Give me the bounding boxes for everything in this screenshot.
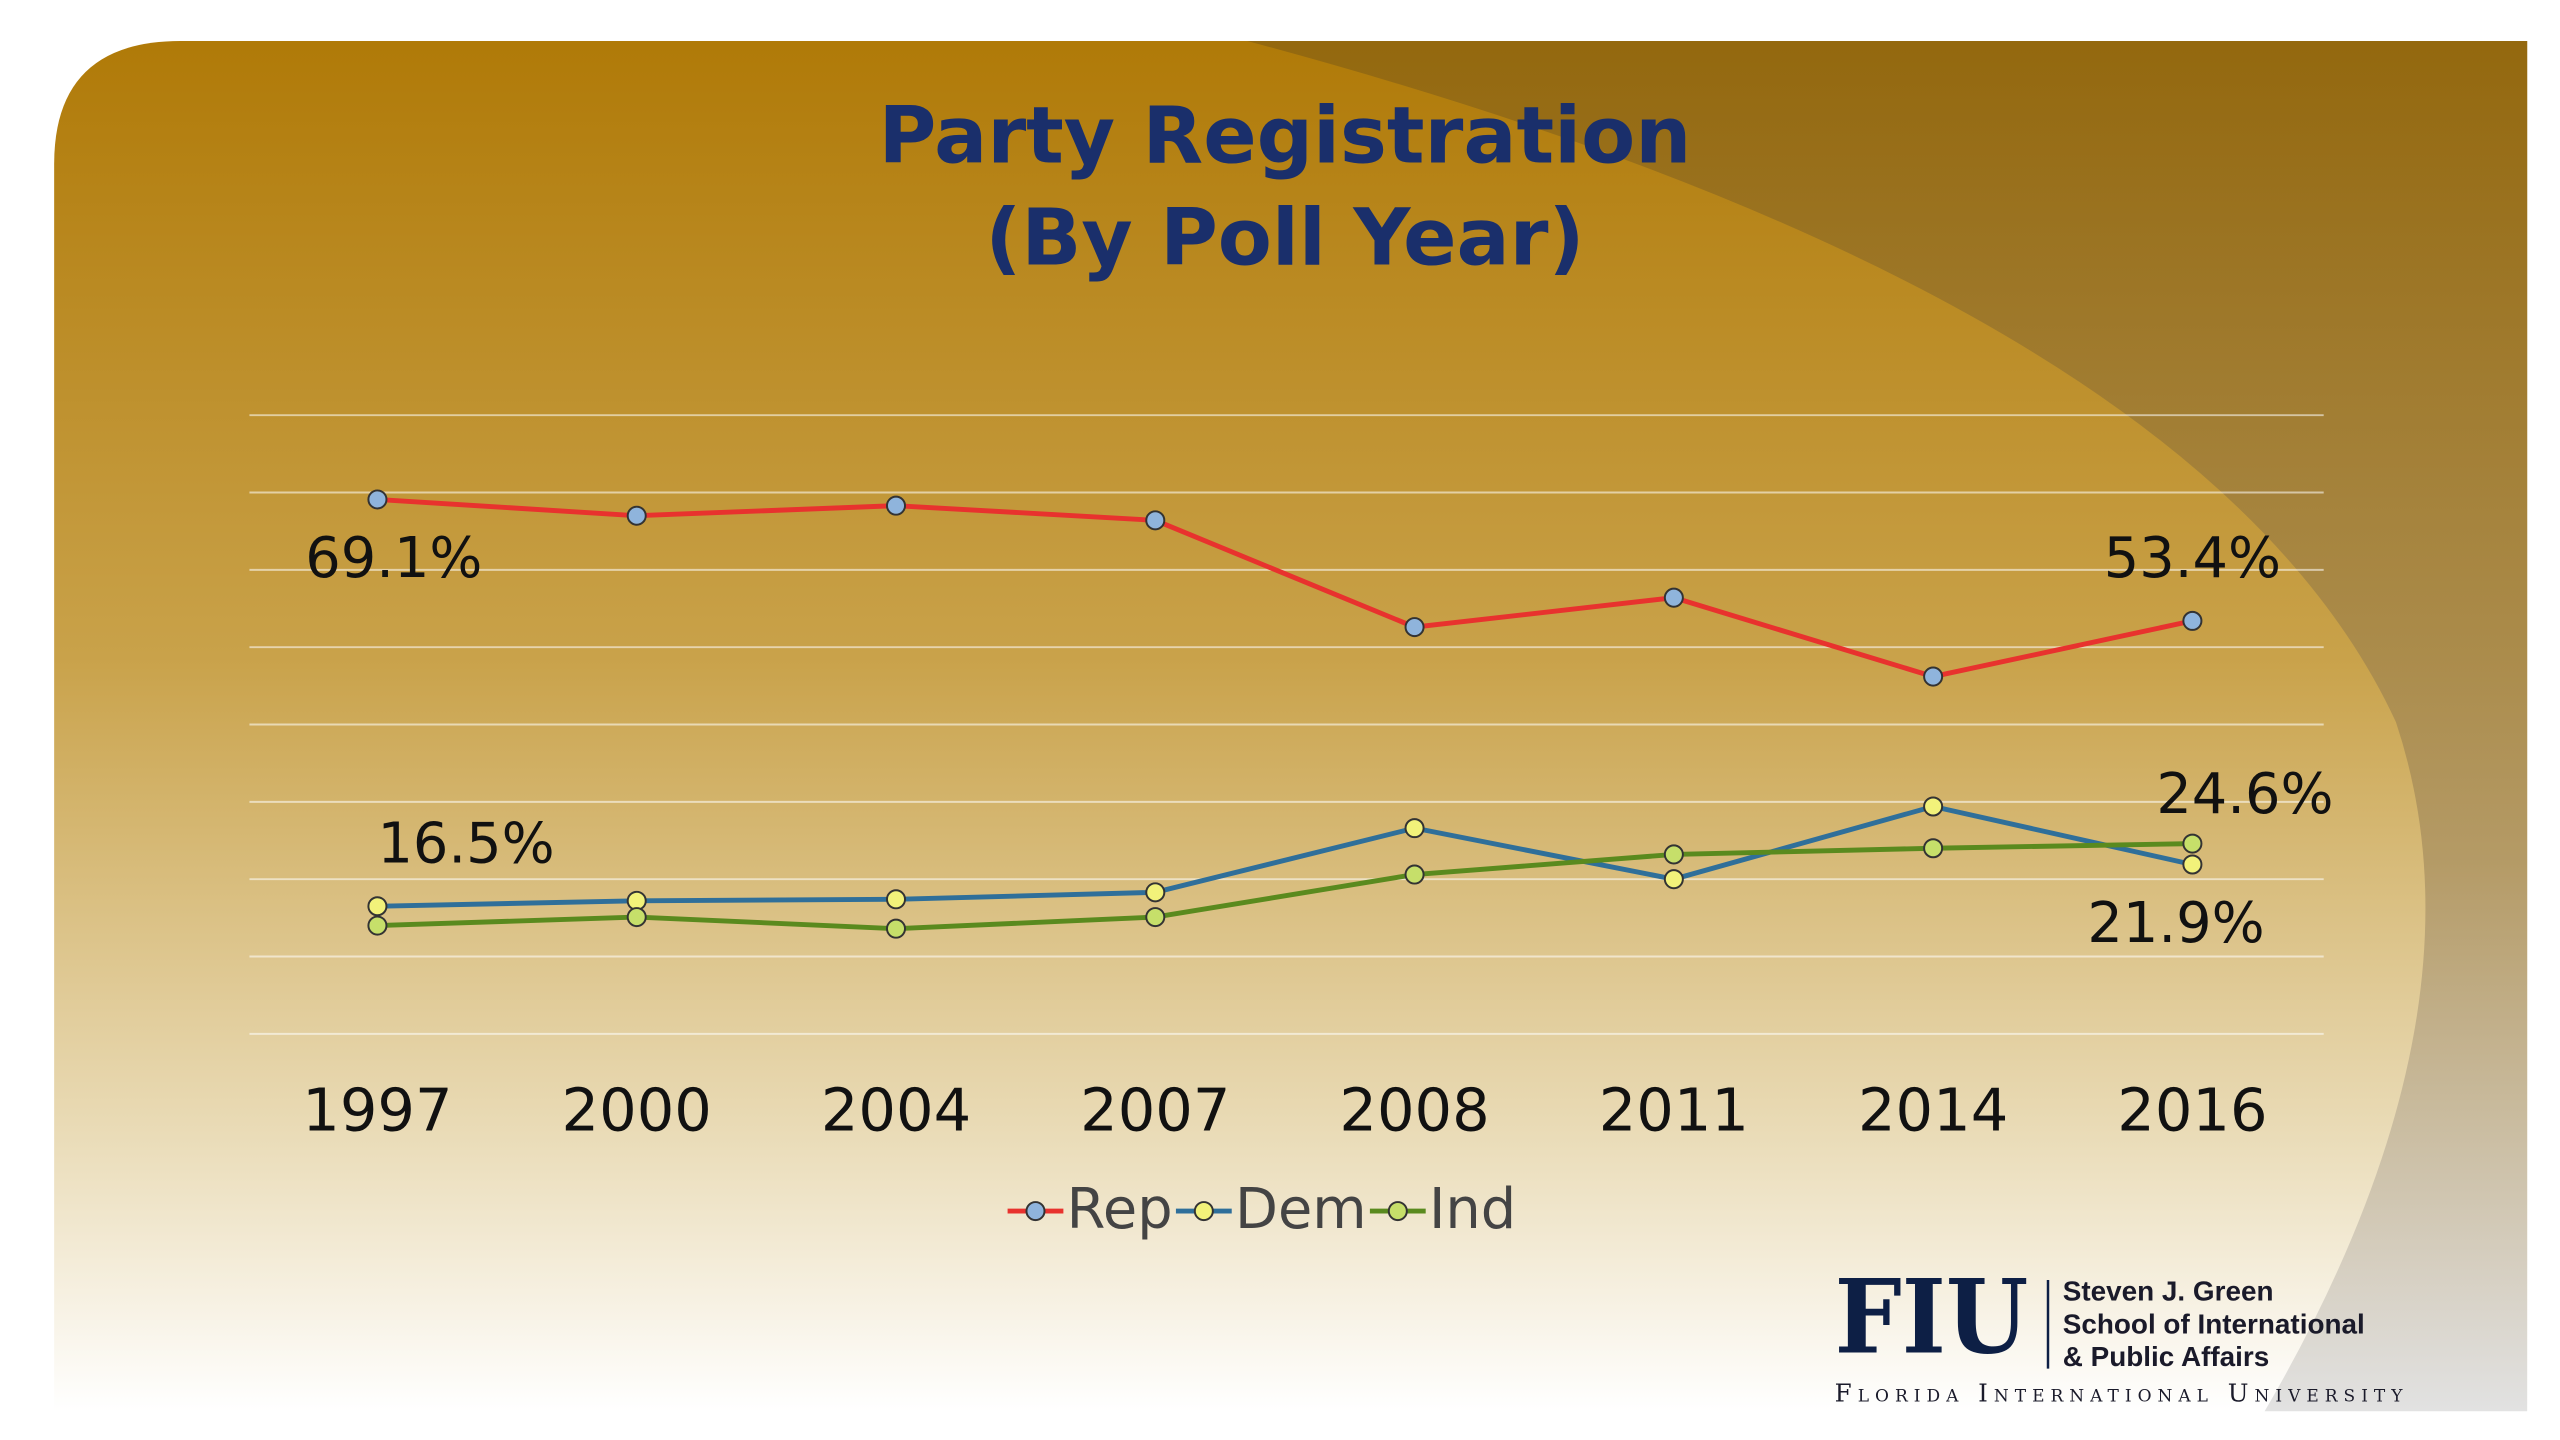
data-point [1404, 864, 1425, 885]
logo-line: & Public Affairs [2063, 1341, 2270, 1372]
legend-marker [1387, 1201, 1408, 1222]
data-point [885, 918, 907, 939]
data-label: 69.1% [305, 526, 482, 591]
x-tick-label: 2014 [1858, 1075, 2008, 1144]
logo-line: School of International [2063, 1308, 2365, 1339]
data-point [1923, 838, 1944, 859]
logo: FIU Steven J. Green School of Internatio… [1835, 1256, 2404, 1407]
x-tick-label: 2011 [1599, 1075, 1749, 1144]
legend-marker [1025, 1201, 1046, 1222]
logo-university: Florida International University [1835, 1378, 2404, 1407]
data-point [2182, 854, 2203, 875]
data-point [1404, 818, 1425, 839]
data-point [626, 907, 647, 928]
data-point [1404, 617, 1425, 638]
data-point [367, 896, 388, 917]
x-tick-label: 2004 [821, 1075, 971, 1144]
data-point [1145, 907, 1166, 928]
chart-title: Party Registration [879, 90, 1692, 182]
legend-label: Ind [1429, 1177, 1516, 1242]
x-tick-label: 2000 [562, 1075, 712, 1144]
data-point [2182, 833, 2203, 854]
data-label: 21.9% [2087, 891, 2264, 956]
series-line [377, 841, 2193, 932]
background-swoosh [1247, 41, 2528, 1412]
data-point [1145, 882, 1166, 903]
data-label: 16.5% [377, 811, 554, 876]
data-label: 53.4% [2104, 526, 2281, 591]
data-point [885, 889, 907, 910]
chart-subtitle: (By Poll Year) [985, 191, 1584, 283]
data-point [1923, 666, 1944, 687]
logo-line: Steven J. Green [2063, 1276, 2274, 1307]
data-point [626, 505, 647, 526]
data-point [1145, 510, 1166, 531]
legend-label: Rep [1067, 1177, 1173, 1242]
data-point [1663, 869, 1684, 890]
x-tick-label: 1997 [302, 1075, 452, 1144]
data-point [367, 489, 388, 510]
data-label: 24.6% [2156, 762, 2333, 827]
data-point [1663, 844, 1684, 865]
series-line [377, 803, 2193, 909]
data-point [367, 915, 388, 936]
background [54, 41, 2528, 1412]
data-point [1663, 587, 1684, 608]
x-tick-label: 2008 [1339, 1075, 1489, 1144]
x-tick-label: 2016 [2117, 1075, 2267, 1144]
data-point [2182, 610, 2203, 631]
data-point [885, 495, 907, 516]
x-tick-label: 2007 [1080, 1075, 1230, 1144]
series-line [377, 497, 2193, 680]
logo-mark: FIU [1835, 1256, 2029, 1376]
legend-label: Dem [1235, 1177, 1367, 1242]
legend-marker [1193, 1201, 1214, 1222]
data-point [1923, 796, 1944, 817]
